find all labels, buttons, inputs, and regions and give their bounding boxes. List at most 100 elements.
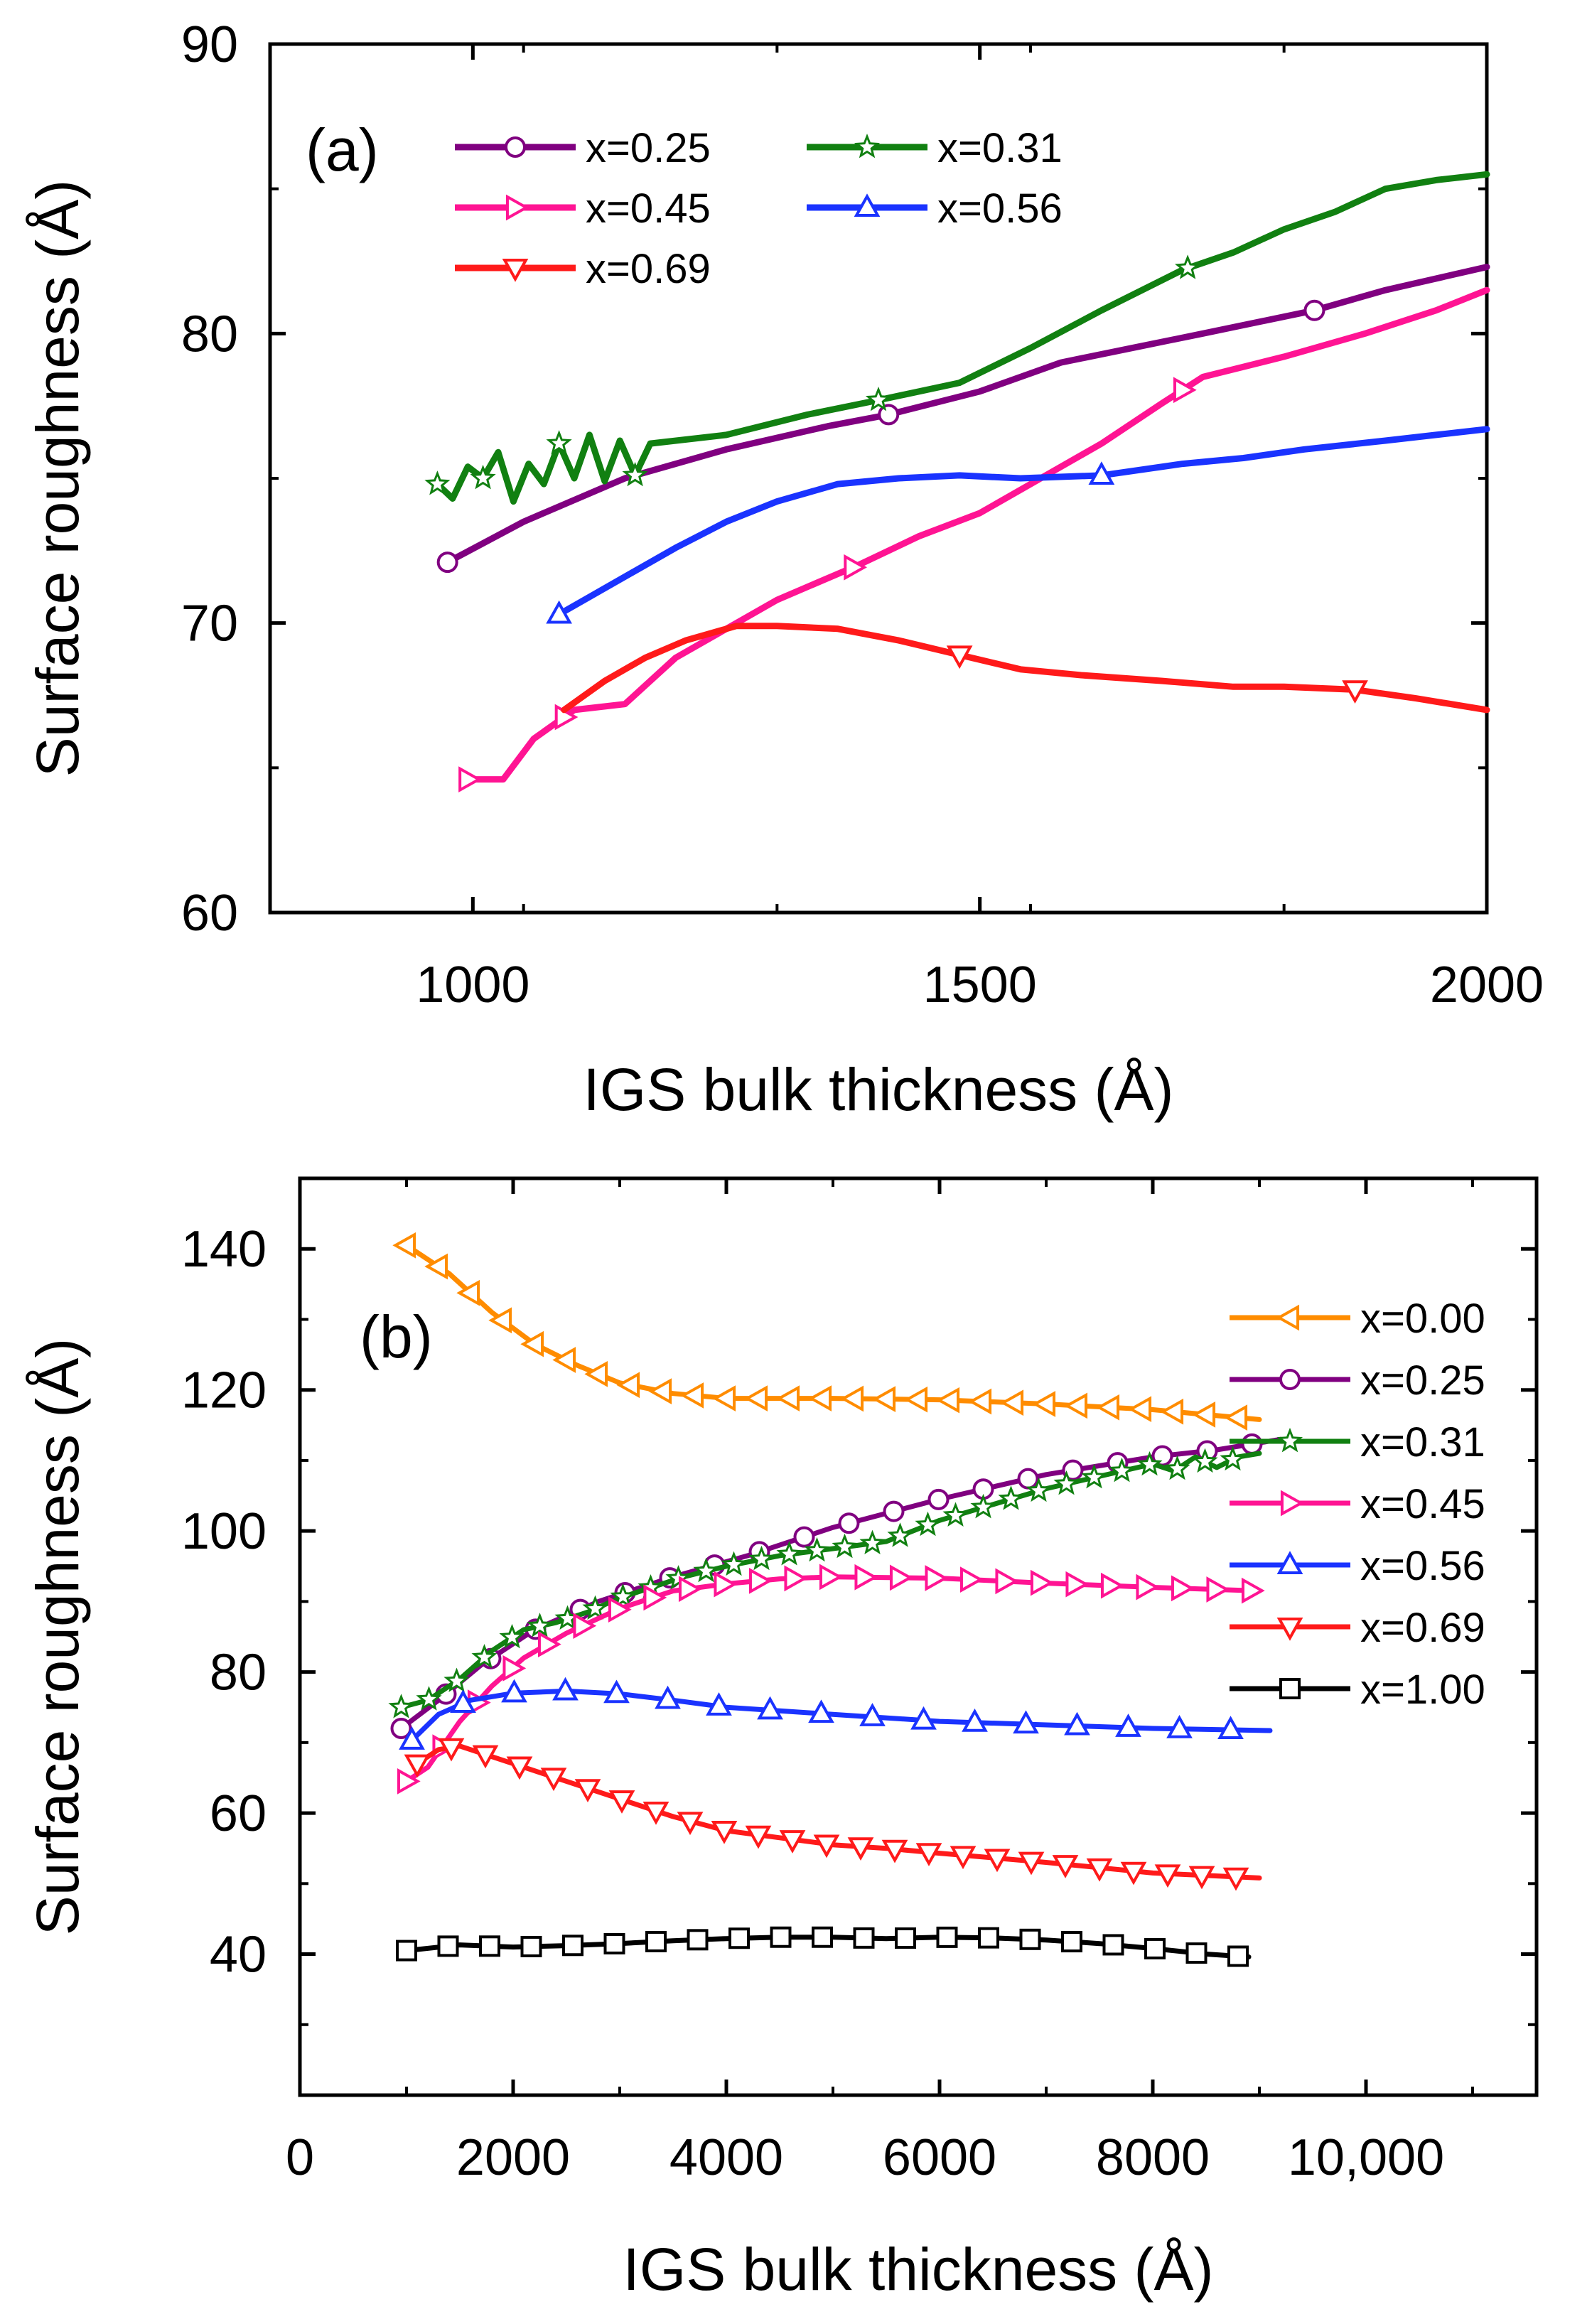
panel-b-marker-x100: [1102, 1934, 1124, 1956]
panel-a-series-x045: [458, 286, 1490, 792]
panel-b-legend-label: x=0.25: [1360, 1357, 1485, 1404]
panel-b-marker-x100: [936, 1926, 958, 1948]
panel-b-marker-x100: [479, 1935, 500, 1957]
panel-a-legend: x=0.25 x=0.31 x=0.45 x=0.56 x=0.69: [455, 125, 1063, 292]
panel-a-legend-entry-x056: x=0.56: [807, 185, 1063, 232]
panel-a-marker-x025: [1303, 299, 1325, 321]
panel-b-marker-x031: [970, 1493, 996, 1519]
panel-b-legend-label: x=0.69: [1360, 1605, 1485, 1651]
panel-b-marker-x069: [779, 1830, 806, 1854]
panel-b-marker-x045: [608, 1596, 632, 1623]
panel-b-marker-x000: [872, 1386, 896, 1412]
panel-b-marker-x031: [416, 1686, 442, 1711]
panel-b-marker-x045: [784, 1565, 808, 1592]
panel-a-marker-x045: [1173, 377, 1197, 404]
panel-b-marker-x045: [573, 1613, 597, 1639]
panel-b-legend-marker: [1276, 1304, 1300, 1331]
panel-b-marker-x045: [537, 1631, 561, 1658]
panel-b-x-tick-label: 6000: [883, 2129, 996, 2186]
panel-a-y-axis-title: Surface roughness (Å): [24, 180, 91, 777]
panel-b-marker-x045: [1136, 1573, 1160, 1601]
panel-a-legend-label: x=0.69: [586, 246, 711, 292]
panel-b-marker-x100: [1227, 1945, 1249, 1967]
panel-a-series-x025: [436, 264, 1490, 574]
panel-a-legend-marker: [505, 136, 526, 158]
panel-b-marker-x045: [502, 1655, 527, 1682]
panel-b-marker-x000: [776, 1385, 800, 1411]
panel-b-marker-x045: [854, 1564, 878, 1591]
panel-b-label: (b): [360, 1303, 433, 1370]
panel-b-legend-marker: [1276, 1617, 1303, 1641]
panel-b-marker-x025: [390, 1718, 412, 1739]
panel-b-legend-entry-x056: x=0.56: [1230, 1543, 1485, 1589]
panel-a-marker-x031: [470, 464, 496, 490]
panel-a-legend-label: x=0.31: [937, 125, 1063, 171]
panel-b-marker-x069: [540, 1768, 567, 1792]
panel-a-legend-entry-x031: x=0.31: [807, 125, 1063, 171]
panel-a-marker-x069: [1342, 680, 1368, 704]
panel-b-marker-x045: [925, 1565, 949, 1591]
panel-b-marker-x069: [984, 1849, 1011, 1873]
panel-b-marker-x031: [471, 1644, 498, 1669]
panel-a-legend-label: x=0.25: [586, 125, 711, 171]
panel-b-marker-x069: [438, 1738, 465, 1762]
panel-b-legend-entry-x045: x=0.45: [1230, 1481, 1485, 1527]
panel-b-marker-x056: [808, 1699, 834, 1723]
panel-b-marker-x031: [776, 1540, 802, 1566]
panel-b-y-tick-label: 140: [181, 1221, 267, 1278]
panel-b-marker-x000: [904, 1386, 928, 1413]
panel-a-marker-x031: [424, 470, 451, 495]
panel-b-y-tick-label: 40: [210, 1927, 267, 1984]
panel-a-series-line-x069: [561, 623, 1490, 714]
panel-b-marker-x056: [450, 1689, 476, 1713]
panel-b-marker-x000: [680, 1382, 704, 1409]
panel-b-series-line-x069: [414, 1743, 1262, 1881]
panel-b-marker-x100: [520, 1935, 542, 1957]
panel-b-marker-x100: [812, 1926, 833, 1948]
panel-b-marker-x100: [687, 1929, 709, 1951]
panel-a-series-line-x031: [434, 171, 1490, 505]
panel-b-y-tick-label: 60: [210, 1785, 267, 1842]
panel-b-marker-x000: [648, 1378, 672, 1405]
panel-a-legend-marker: [505, 194, 529, 221]
panel-b-marker-x056: [1166, 1714, 1193, 1738]
panel-b-marker-x056: [706, 1692, 732, 1716]
panel-b-legend-entry-x000: x=0.00: [1230, 1296, 1485, 1342]
panel-b-marker-x069: [847, 1837, 874, 1861]
panel-b-marker-x100: [1019, 1928, 1041, 1950]
panel-a-x-tick-label: 2000: [1430, 957, 1544, 1013]
panel-b-marker-x000: [1096, 1394, 1120, 1421]
panel-a-marker-x045: [844, 554, 868, 581]
panel-b-marker-x000: [808, 1385, 832, 1411]
panel-b-marker-x031: [665, 1565, 692, 1590]
panel-b-legend-label: x=1.00: [1360, 1667, 1485, 1713]
panel-b-marker-x056: [962, 1709, 988, 1732]
panel-b-marker-x025: [1241, 1433, 1263, 1455]
panel-b-marker-x000: [552, 1347, 576, 1373]
panel-b-marker-x100: [562, 1935, 583, 1957]
panel-b-marker-x000: [712, 1385, 736, 1411]
panel-b-marker-x100: [978, 1927, 999, 1949]
panel-a-series-group: [424, 171, 1490, 792]
panel-b-legend-label: x=0.45: [1360, 1481, 1485, 1527]
panel-b-marker-x069: [1188, 1866, 1215, 1890]
panel-a-marker-x056: [1088, 461, 1115, 485]
panel-b-marker-x031: [942, 1502, 969, 1527]
panel-b-legend-marker: [1280, 1490, 1304, 1517]
panel-b-marker-x000: [520, 1330, 544, 1357]
panel-b-marker-x025: [793, 1526, 815, 1548]
panel-b-marker-x025: [1062, 1459, 1084, 1481]
panel-b-marker-x031: [859, 1529, 886, 1555]
panel-b-marker-x031: [804, 1537, 830, 1562]
panel-b-marker-x031: [582, 1595, 608, 1620]
panel-b-marker-x031: [693, 1557, 719, 1583]
panel-b-y-tick-label: 80: [210, 1645, 267, 1701]
panel-b-marker-x000: [1128, 1396, 1152, 1423]
panel-b-series-line-x045: [404, 1574, 1262, 1784]
panel-b-marker-x045: [1100, 1572, 1124, 1599]
panel-b-marker-x069: [677, 1812, 704, 1836]
panel-b-x-tick-label: 2000: [456, 2129, 570, 2186]
panel-a-ticks: 1000 1500 2000 60 70 80 90: [181, 16, 1544, 1013]
panel-b-marker-x056: [1013, 1710, 1039, 1734]
